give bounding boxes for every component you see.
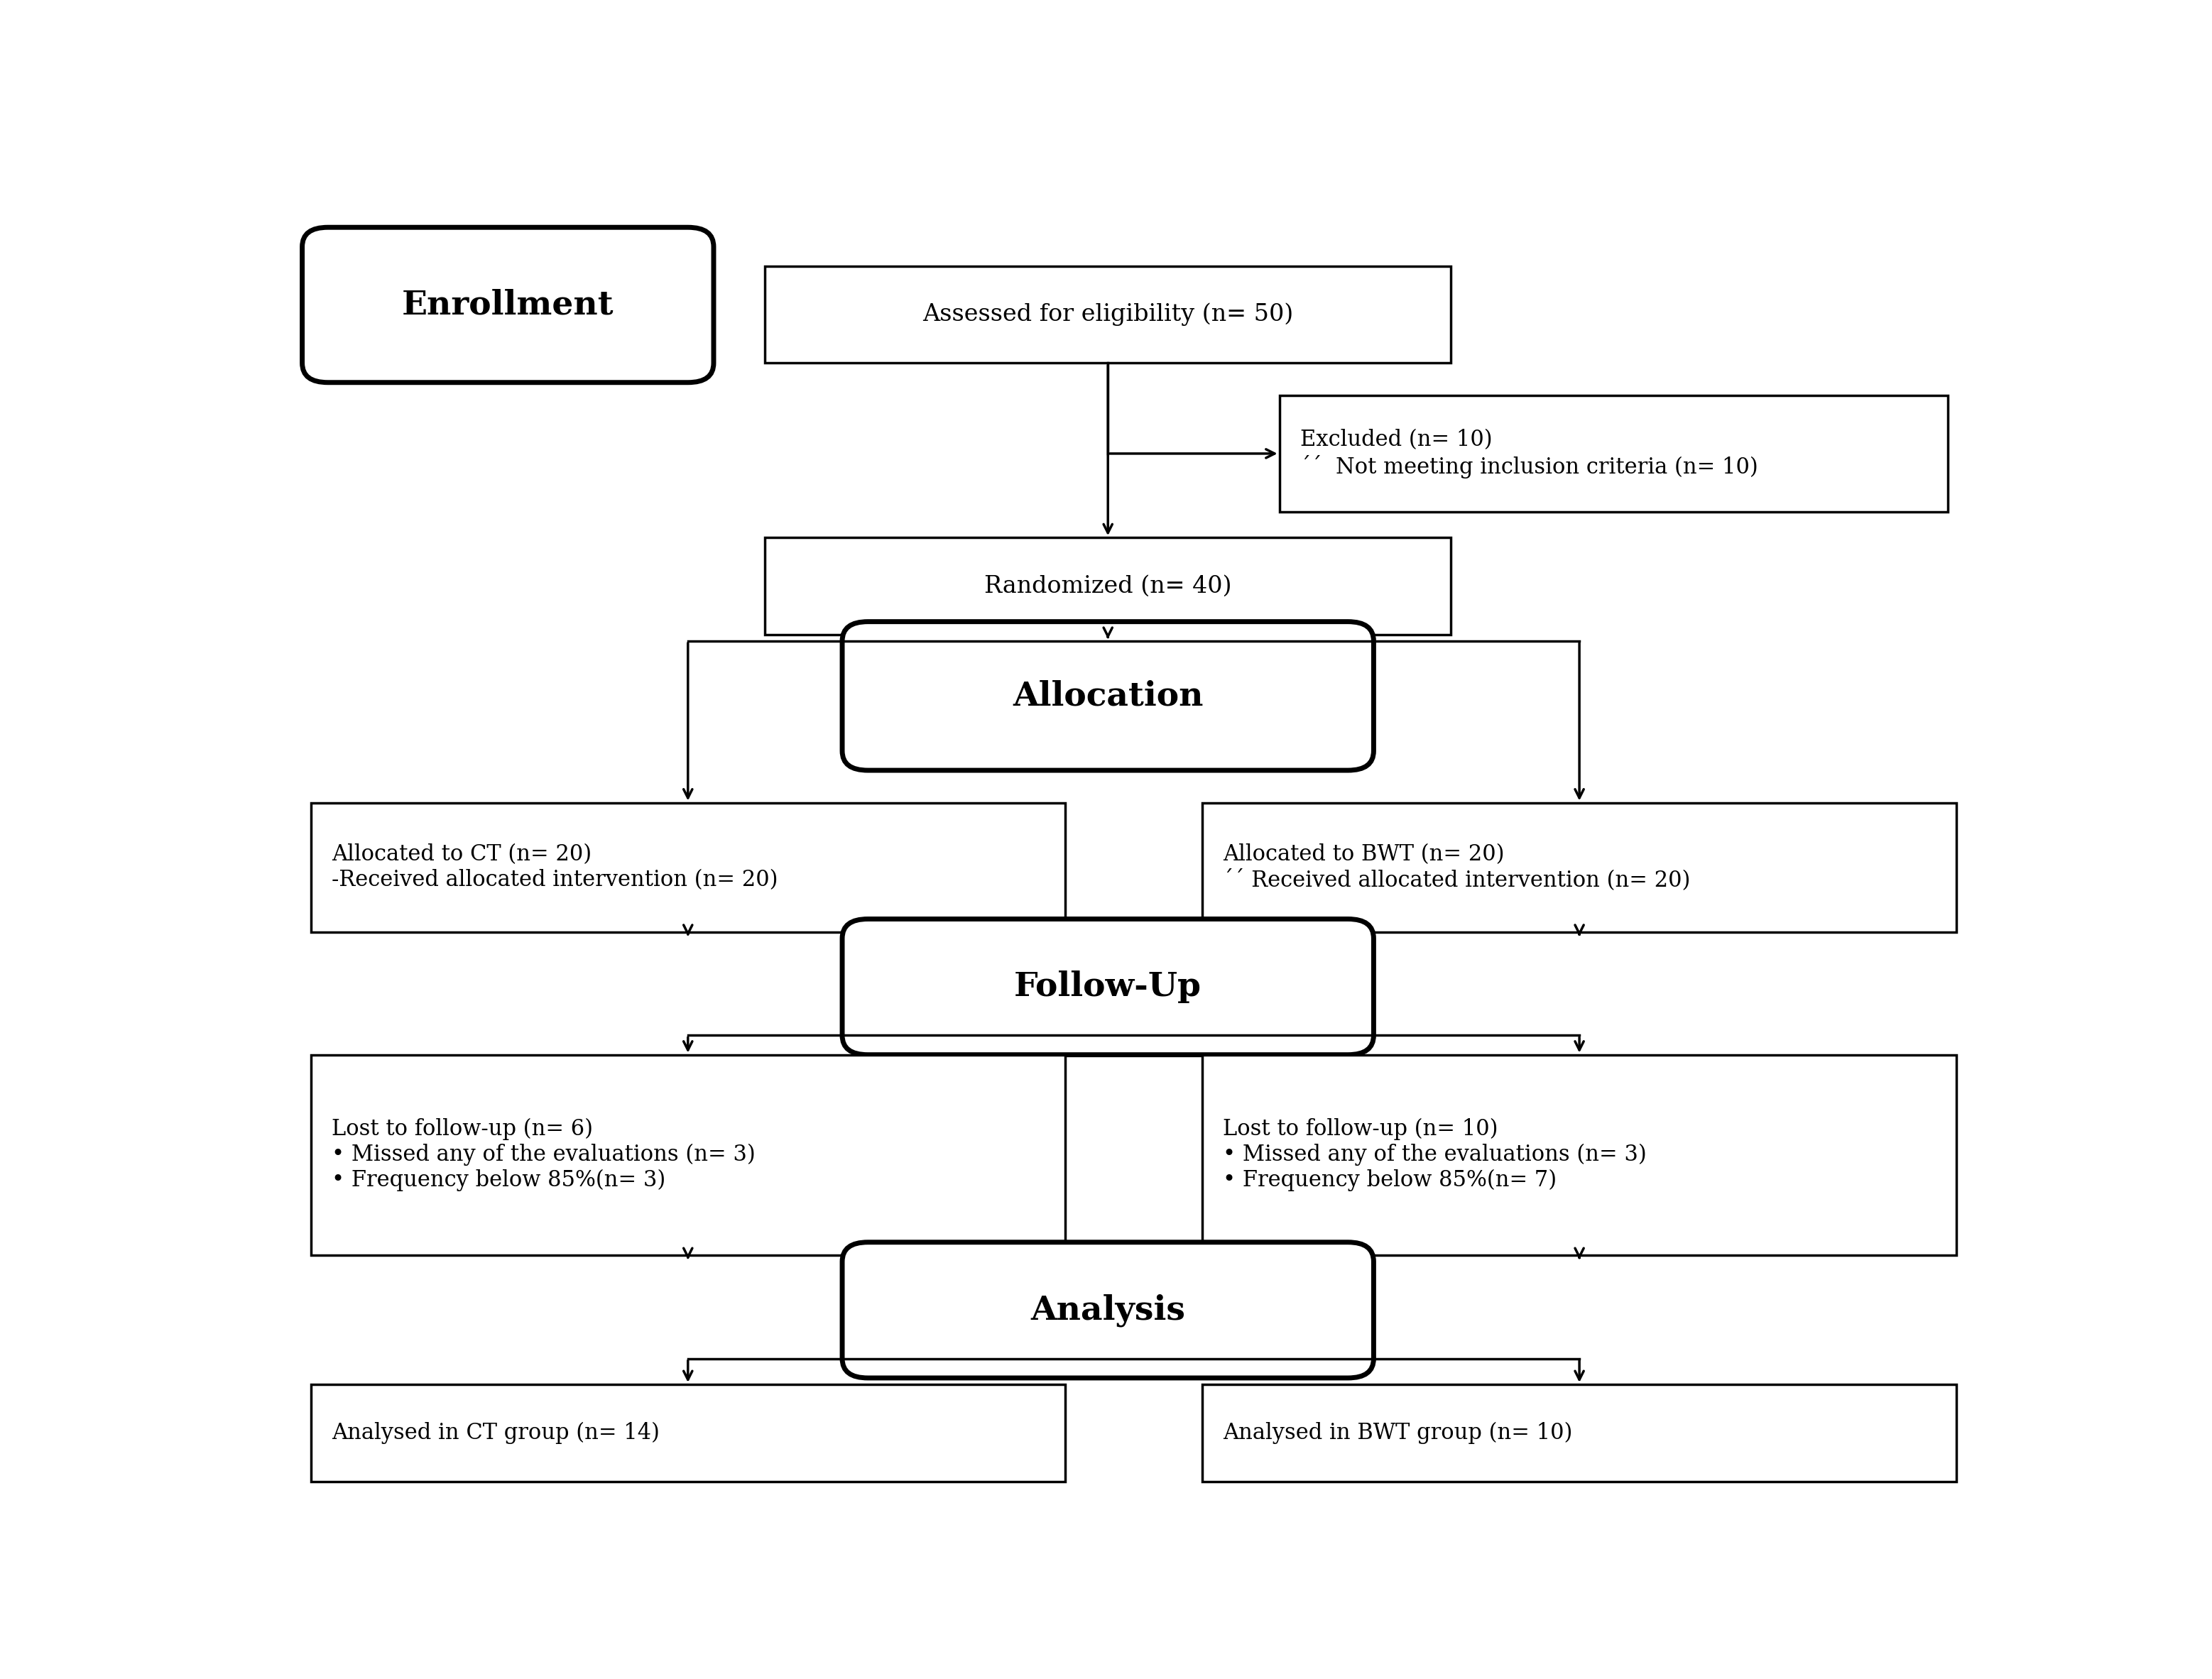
Text: Follow-Up: Follow-Up bbox=[1013, 970, 1201, 1004]
FancyBboxPatch shape bbox=[765, 537, 1451, 635]
FancyBboxPatch shape bbox=[1203, 803, 1955, 932]
Text: Allocation: Allocation bbox=[1013, 680, 1203, 712]
FancyBboxPatch shape bbox=[765, 267, 1451, 363]
Text: Enrollment: Enrollment bbox=[403, 289, 615, 321]
Text: Assessed for eligibility (n= 50): Assessed for eligibility (n= 50) bbox=[922, 302, 1294, 326]
FancyBboxPatch shape bbox=[843, 918, 1374, 1054]
Text: Lost to follow-up (n= 6)
• Missed any of the evaluations (n= 3)
• Frequency belo: Lost to follow-up (n= 6) • Missed any of… bbox=[332, 1118, 754, 1192]
Text: Analysed in BWT group (n= 10): Analysed in BWT group (n= 10) bbox=[1223, 1422, 1573, 1444]
FancyBboxPatch shape bbox=[1203, 1385, 1955, 1481]
Text: Allocated to BWT (n= 20)
´´ Received allocated intervention (n= 20): Allocated to BWT (n= 20) ´´ Received all… bbox=[1223, 843, 1690, 892]
Text: Analysis: Analysis bbox=[1031, 1293, 1186, 1326]
FancyBboxPatch shape bbox=[310, 803, 1066, 932]
FancyBboxPatch shape bbox=[1279, 396, 1949, 512]
FancyBboxPatch shape bbox=[1203, 1054, 1955, 1256]
FancyBboxPatch shape bbox=[310, 1054, 1066, 1256]
FancyBboxPatch shape bbox=[303, 227, 714, 383]
FancyBboxPatch shape bbox=[310, 1385, 1066, 1481]
Text: Excluded (n= 10)
´´  Not meeting inclusion criteria (n= 10): Excluded (n= 10) ´´ Not meeting inclusio… bbox=[1301, 430, 1759, 479]
FancyBboxPatch shape bbox=[843, 621, 1374, 771]
Text: Allocated to CT (n= 20)
-Received allocated intervention (n= 20): Allocated to CT (n= 20) -Received alloca… bbox=[332, 843, 779, 892]
Text: Randomized (n= 40): Randomized (n= 40) bbox=[984, 574, 1232, 598]
Text: Analysed in CT group (n= 14): Analysed in CT group (n= 14) bbox=[332, 1422, 659, 1444]
FancyBboxPatch shape bbox=[843, 1242, 1374, 1378]
Text: Lost to follow-up (n= 10)
• Missed any of the evaluations (n= 3)
• Frequency bel: Lost to follow-up (n= 10) • Missed any o… bbox=[1223, 1118, 1646, 1192]
